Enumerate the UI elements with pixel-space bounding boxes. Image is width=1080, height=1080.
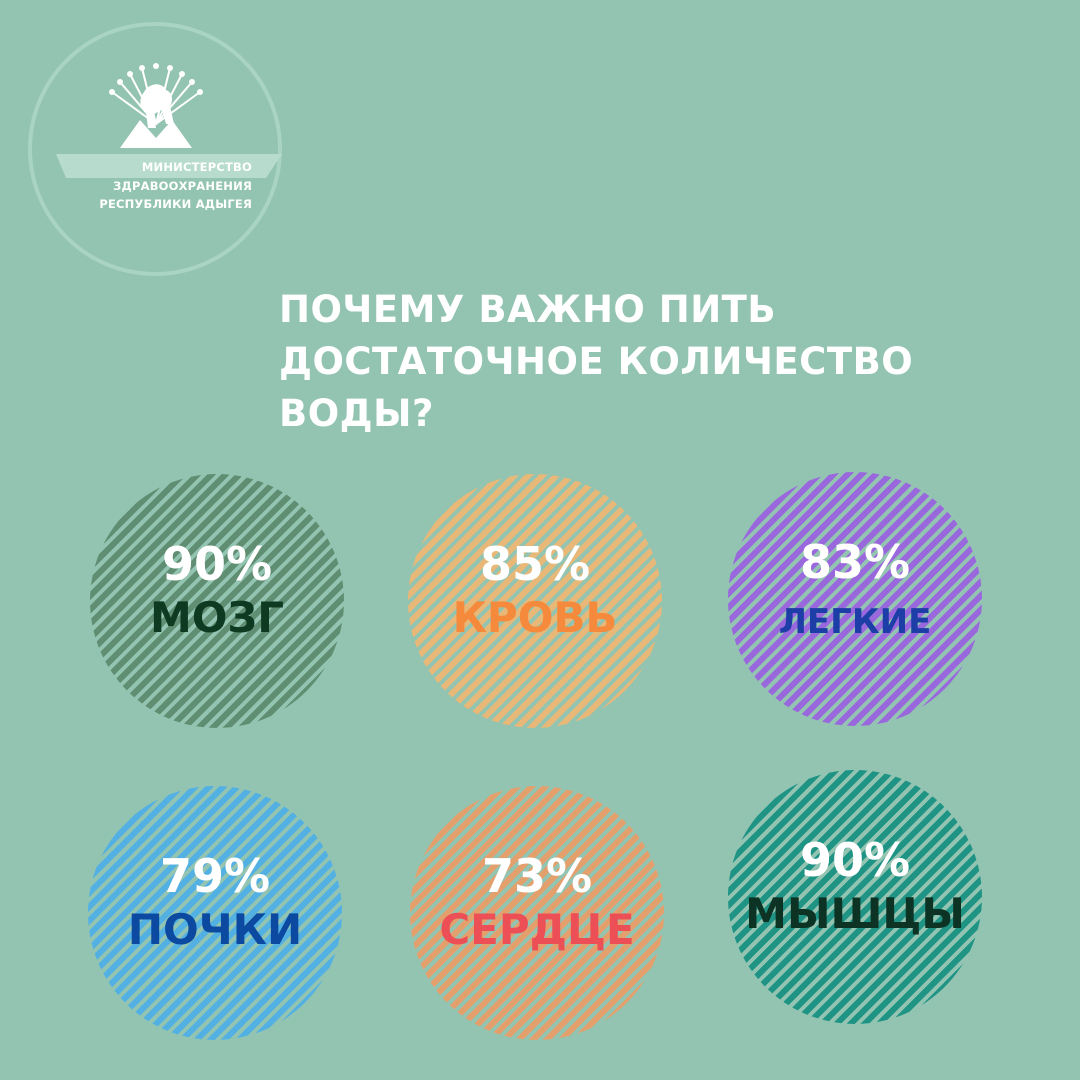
headline-line: ДОСТАТОЧНОЕ КОЛИЧЕСТВО — [279, 340, 914, 383]
logo-ribbon — [56, 154, 282, 178]
stat-percent: 90% — [161, 537, 273, 591]
headline-line: ПОЧЕМУ ВАЖНО ПИТЬ — [279, 288, 777, 331]
stat-lungs: 83% ЛЕГКИЕ — [728, 472, 982, 726]
stat-percent: 73% — [481, 849, 593, 903]
stat-organ: КРОВЬ — [452, 593, 618, 642]
coat-of-arms-icon — [109, 63, 203, 148]
ministry-name-line: ЗДРАВООХРАНЕНИЯ — [113, 178, 252, 193]
stat-percent: 83% — [799, 535, 911, 589]
stat-percent: 85% — [479, 537, 591, 591]
stat-muscles: 90% МЫШЦЫ — [728, 770, 982, 1024]
headline: ПОЧЕМУ ВАЖНО ПИТЬ ДОСТАТОЧНОЕ КОЛИЧЕСТВО… — [279, 284, 1039, 440]
stat-organ: МЫШЦЫ — [745, 889, 965, 938]
stat-percent: 79% — [159, 849, 271, 903]
stat-kidneys: 79% ПОЧКИ — [88, 786, 342, 1040]
ministry-name-line: МИНИСТЕРСТВО — [141, 160, 252, 174]
logo-ring — [28, 22, 282, 276]
stat-heart: 73% СЕРДЦЕ — [410, 786, 664, 1040]
ministry-name: МИНИСТЕРСТВО ЗДРАВООХРАНЕНИЯ РЕСПУБЛИКИ … — [60, 158, 252, 214]
stat-organ: ЛЕГКИЕ — [778, 602, 932, 642]
stat-organ: СЕРДЦЕ — [439, 905, 635, 954]
headline-line: ВОДЫ? — [279, 392, 434, 435]
stat-blood: 85% КРОВЬ — [408, 474, 662, 728]
ministry-name-line: РЕСПУБЛИКИ АДЫГЕЯ — [99, 197, 252, 211]
stat-percent: 90% — [799, 833, 911, 887]
stat-organ: ПОЧКИ — [127, 905, 303, 954]
stat-brain: 90% МОЗГ — [90, 474, 344, 728]
stat-organ: МОЗГ — [149, 593, 285, 642]
